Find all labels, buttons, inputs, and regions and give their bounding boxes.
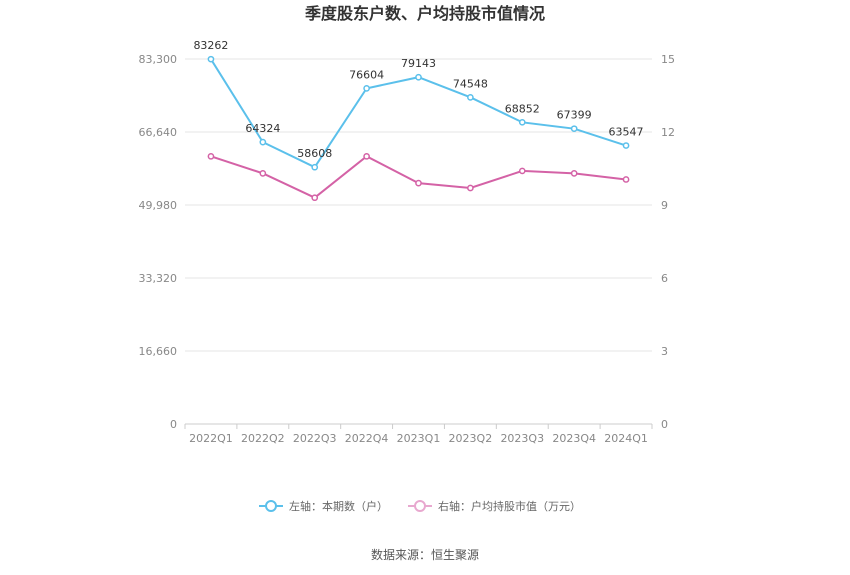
- right-axis-ticks: 0 3 6 9 12 15: [661, 53, 675, 431]
- series-layer: 83262 64324 58608 76604 79143 74548 68852 67399…: [193, 39, 644, 202]
- data-point[interactable]: [518, 118, 526, 126]
- right-axis-tick-label: 6: [661, 272, 668, 285]
- legend-item-households[interactable]: 左轴：本期数（户）: [259, 499, 388, 513]
- right-axis-tick-label: 3: [661, 345, 668, 358]
- data-label: 63547: [609, 126, 644, 139]
- data-point[interactable]: [363, 152, 370, 160]
- data-point[interactable]: [570, 125, 578, 133]
- chart-title: 季度股东户数、户均持股市值情况: [304, 4, 545, 23]
- data-point[interactable]: [415, 179, 422, 187]
- grid-lines: [185, 58, 652, 425]
- data-label: 68852: [505, 102, 540, 115]
- left-axis-tick-label: 16,660: [139, 345, 178, 358]
- data-point[interactable]: [207, 55, 215, 63]
- left-axis-tick-label: 83,300: [139, 53, 178, 66]
- data-point[interactable]: [207, 152, 215, 160]
- data-point[interactable]: [311, 163, 319, 171]
- data-point[interactable]: [622, 142, 630, 149]
- data-label: 76604: [349, 68, 384, 81]
- left-axis-tick-label: 66,640: [139, 126, 178, 139]
- x-axis-tick-label: 2022Q2: [241, 432, 285, 445]
- x-axis-tick-label: 2022Q1: [189, 432, 233, 445]
- source-note: 数据来源：恒生聚源: [371, 547, 479, 562]
- x-axis-tick-label: 2022Q4: [345, 432, 389, 445]
- x-axis-tick-label: 2023Q3: [500, 432, 544, 445]
- data-label: 58608: [297, 147, 332, 160]
- data-point[interactable]: [622, 176, 630, 183]
- data-point[interactable]: [467, 184, 474, 192]
- right-axis-tick-label: 9: [661, 199, 668, 212]
- left-axis-tick-label: 0: [170, 418, 177, 431]
- data-point[interactable]: [311, 194, 319, 202]
- left-axis-ticks: 0 16,660 33,320 49,980 66,640 83,300: [139, 53, 178, 431]
- x-axis-tick-label: 2023Q2: [449, 432, 493, 445]
- right-axis-tick-label: 15: [661, 53, 675, 66]
- left-axis-tick-label: 33,320: [139, 272, 178, 285]
- left-axis-tick-label: 49,980: [139, 199, 178, 212]
- x-axis-tick-label: 2023Q1: [397, 432, 441, 445]
- data-label: 79143: [401, 57, 436, 70]
- legend-item-market-value[interactable]: 右轴：户均持股市值（万元）: [408, 499, 581, 513]
- x-axis-tick-label: 2024Q1: [604, 432, 648, 445]
- data-point[interactable]: [570, 170, 578, 177]
- data-point[interactable]: [363, 84, 370, 92]
- data-point[interactable]: [259, 138, 267, 146]
- data-label: 67399: [557, 109, 592, 122]
- data-point[interactable]: [415, 73, 422, 81]
- data-label: 74548: [453, 77, 488, 90]
- x-axis-tick-label: 2023Q4: [552, 432, 596, 445]
- legend-label-market-value: 右轴：户均持股市值（万元）: [438, 499, 581, 513]
- data-point[interactable]: [467, 93, 474, 101]
- data-label: 64324: [245, 122, 280, 135]
- data-point[interactable]: [259, 170, 267, 177]
- series-line-1: [210, 155, 627, 199]
- right-axis-tick-label: 12: [661, 126, 675, 139]
- x-axis-tick-label: 2022Q3: [293, 432, 337, 445]
- right-axis-tick-label: 0: [661, 418, 668, 431]
- data-label: 83262: [193, 39, 228, 52]
- x-axis-ticks: 2022Q1 2022Q2 2022Q3 2022Q4 2023Q1 2023Q2 2023…: [184, 424, 653, 445]
- legend-label-households: 左轴：本期数（户）: [289, 499, 388, 513]
- legend: 左轴：本期数（户） 右轴：户均持股市值（万元）: [259, 499, 581, 513]
- data-point[interactable]: [518, 167, 526, 175]
